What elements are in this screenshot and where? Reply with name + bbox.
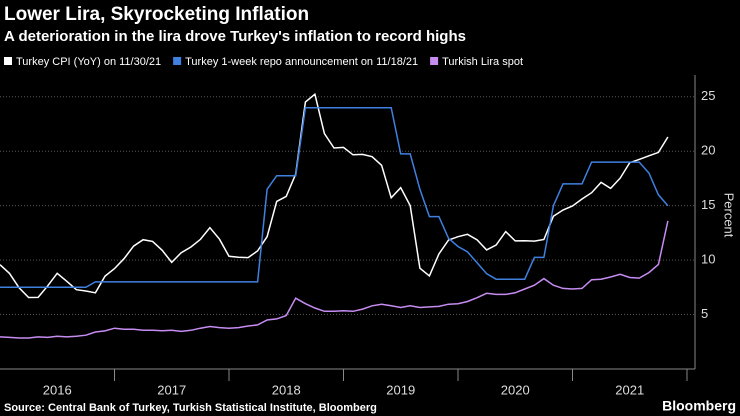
y-axis-label: Percent xyxy=(722,193,737,238)
y-tick-label: 5 xyxy=(701,306,708,321)
legend-swatch xyxy=(173,57,182,65)
y-tick-label: 15 xyxy=(701,197,715,212)
x-tick-label: 2020 xyxy=(501,382,530,397)
brand: Bloomberg xyxy=(662,398,736,414)
series-line xyxy=(0,220,669,339)
series-line xyxy=(0,92,669,299)
y-tick-label: 10 xyxy=(701,252,715,267)
x-tick-label: 2016 xyxy=(43,382,72,397)
series-line xyxy=(0,106,669,289)
legend-label: Turkey 1-week repo announcement on 11/18… xyxy=(185,56,418,68)
legend-label: Turkey CPI (YoY) on 11/30/21 xyxy=(16,56,161,68)
y-tick-label: 25 xyxy=(701,88,715,103)
legend-label: Turkish Lira spot xyxy=(442,56,523,68)
legend-swatch xyxy=(430,57,439,65)
legend-swatch xyxy=(4,57,12,65)
y-tick-label: 20 xyxy=(701,143,715,158)
source: Source: Central Bank of Turkey, Turkish … xyxy=(4,402,377,414)
x-tick-label: 2017 xyxy=(157,382,186,397)
x-tick-label: 2019 xyxy=(386,382,415,397)
x-tick-label: 2021 xyxy=(615,382,644,397)
x-tick-label: 2018 xyxy=(272,382,301,397)
chart-title: Lower Lira, Skyrocketing Inflation xyxy=(4,4,309,25)
chart-subtitle: A deterioration in the lira drove Turkey… xyxy=(4,28,466,45)
